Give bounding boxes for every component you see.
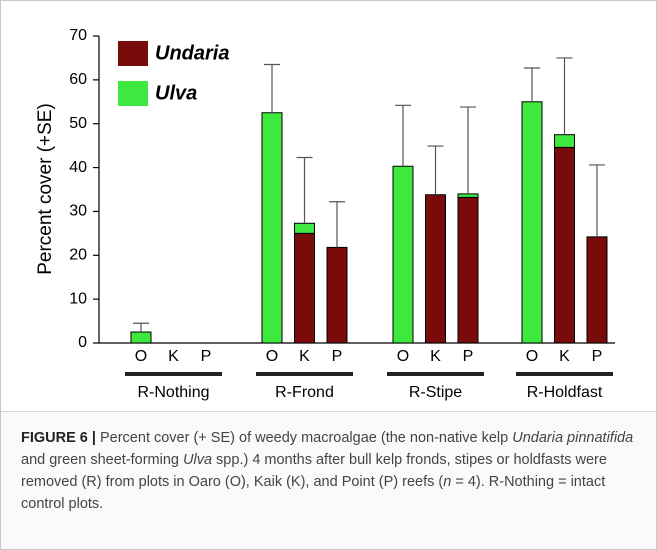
bar-segment: [457, 196, 479, 344]
x-tick-label: O: [397, 348, 409, 365]
caption-text: Ulva: [183, 452, 213, 468]
error-bar: [329, 201, 345, 248]
bar-segment: [130, 331, 152, 344]
error-bar: [556, 57, 573, 135]
caption-text: n: [443, 474, 452, 490]
bar-segment: [554, 134, 575, 148]
y-tick-label: 60: [69, 71, 87, 88]
y-tick-label: 50: [69, 115, 87, 132]
x-tick-label: K: [299, 348, 310, 365]
bar-segment: [392, 165, 414, 344]
x-tick-label: P: [463, 348, 474, 365]
bar-segment: [521, 101, 543, 344]
group-label: R-Holdfast: [527, 384, 603, 401]
x-tick-label: P: [201, 348, 212, 365]
caption-text: Undaria pinnatifida: [512, 430, 634, 446]
caption-label: FIGURE 6 |: [21, 430, 96, 446]
x-tick-label: K: [168, 348, 179, 365]
caption-box: [1, 411, 656, 549]
y-tick-label: 40: [69, 159, 87, 176]
x-tick-label: O: [135, 348, 147, 365]
bar-segment: [261, 112, 283, 344]
caption-text: Percent cover (+ SE) of weedy macroalgae…: [95, 430, 513, 446]
y-tick-label: 0: [78, 334, 87, 351]
legend-swatch: [118, 41, 148, 66]
error-bar: [427, 145, 444, 195]
bar-segment: [457, 193, 479, 198]
group-label: R-Stipe: [409, 384, 462, 401]
error-bar: [296, 156, 313, 224]
bar-segment: [425, 194, 446, 344]
x-tick-label: K: [559, 348, 570, 365]
bar-segment: [294, 222, 315, 234]
legend-label: Ulva: [155, 82, 197, 104]
x-tick-label: P: [332, 348, 343, 365]
caption: FIGURE 6 | Percent cover (+ SE) of weedy…: [21, 427, 641, 515]
legend-label: Undaria: [155, 42, 229, 64]
bar-segment: [294, 232, 315, 344]
error-bar: [524, 67, 540, 102]
chart: Percent cover (+SE) 0 10 20 30 40 50 60 70 R-Not…: [35, 27, 615, 401]
group-label: R-Frond: [275, 384, 334, 401]
error-bar: [395, 104, 411, 167]
bar-segment: [586, 236, 608, 344]
error-bar: [460, 106, 476, 194]
legend-swatch: [118, 81, 148, 106]
y-tick-label: 20: [69, 247, 87, 264]
caption-text: spp.) 4 months after bull kelp fronds, s…: [21, 452, 607, 490]
bar-segment: [554, 146, 575, 344]
bar-segment: [326, 246, 348, 344]
error-bar: [264, 63, 280, 113]
x-tick-label: O: [526, 348, 538, 365]
y-axis-label: Percent cover (+SE): [35, 103, 56, 275]
y-tick-label: 10: [69, 290, 87, 307]
x-tick-label: P: [592, 348, 603, 365]
y-tick-label: 30: [69, 203, 87, 220]
error-bar: [133, 322, 149, 333]
group-label: R-Nothing: [137, 384, 209, 401]
caption-text: and green sheet-forming: [21, 452, 184, 468]
x-tick-label: O: [266, 348, 278, 365]
error-bar: [589, 164, 605, 237]
x-tick-label: K: [430, 348, 441, 365]
caption-text: = 4). R-Nothing = intact control plots.: [21, 474, 606, 512]
y-tick-label: 70: [69, 27, 87, 44]
